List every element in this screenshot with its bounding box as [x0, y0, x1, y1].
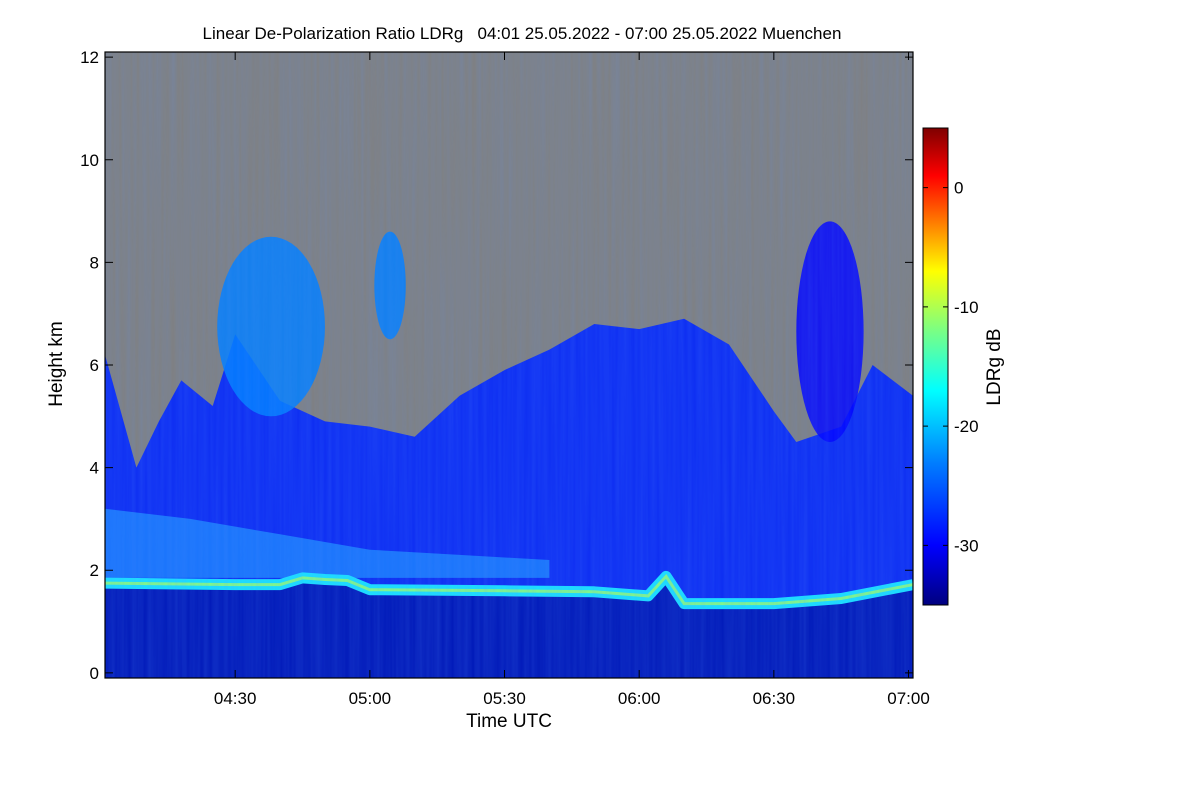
texture-overlay [105, 52, 913, 678]
y-tick-label: 12 [80, 48, 99, 67]
plot-area [105, 52, 913, 678]
x-tick-label: 06:30 [753, 689, 796, 708]
x-tick-label: 05:00 [349, 689, 392, 708]
colorbar-tick-label: 0 [954, 179, 963, 198]
x-tick-label: 06:00 [618, 689, 661, 708]
y-tick-label: 0 [90, 664, 99, 683]
y-tick-label: 6 [90, 356, 99, 375]
x-tick-label: 05:30 [483, 689, 526, 708]
x-tick-label: 07:00 [887, 689, 930, 708]
y-tick-label: 2 [90, 561, 99, 580]
y-tick-label: 8 [90, 253, 99, 272]
colorbar-label: LDRg dB [984, 328, 1005, 405]
colorbar-tick-label: -30 [954, 536, 979, 555]
y-axis-label: Height km [46, 321, 67, 407]
colorbar [922, 127, 949, 606]
x-tick-label: 04:30 [214, 689, 257, 708]
y-tick-label: 4 [90, 459, 99, 478]
colorbar-tick-label: -20 [954, 417, 979, 436]
chart-title: Linear De-Polarization Ratio LDRg 04:01 … [203, 24, 842, 43]
colorbar-tick-label: -10 [954, 298, 979, 317]
y-tick-label: 10 [80, 151, 99, 170]
x-axis-label: Time UTC [466, 711, 552, 732]
